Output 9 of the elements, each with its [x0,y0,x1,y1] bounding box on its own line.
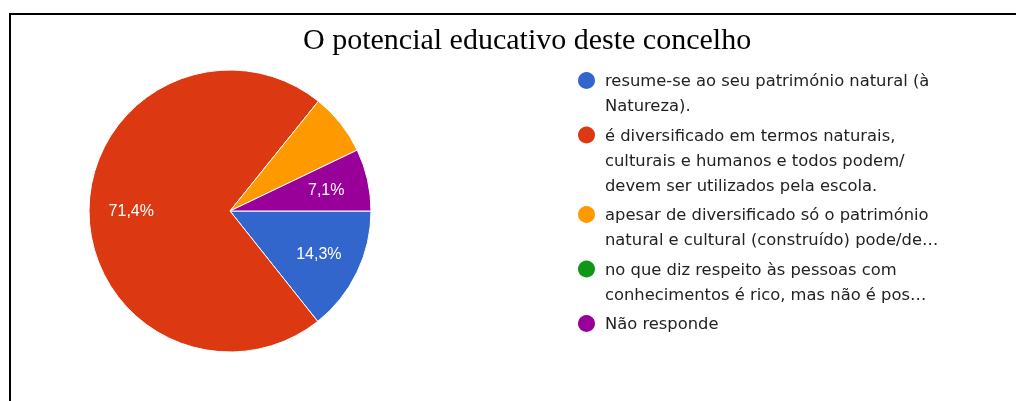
legend-label: no que diz respeito às pessoas com conhecimentos é rico, mas não é pos… [605,259,927,304]
data-label: 71,4% [108,202,154,220]
legend-label: resume-se ao seu património natural (à Natureza). [605,71,935,115]
legend-label: é diversificado em termos naturais, culturais e humanos e todos podem/devem ser utilizados pela escola. [605,125,906,195]
data-label: 7,1% [308,180,345,198]
legend-label: Não responde [605,314,719,333]
data-label: 14,3% [296,245,342,263]
chart-title: O potencial educativo deste concelho [303,21,752,55]
legend-label: apesar de diversificado só o património natural e cultural (construído) pode/de… [605,205,939,249]
